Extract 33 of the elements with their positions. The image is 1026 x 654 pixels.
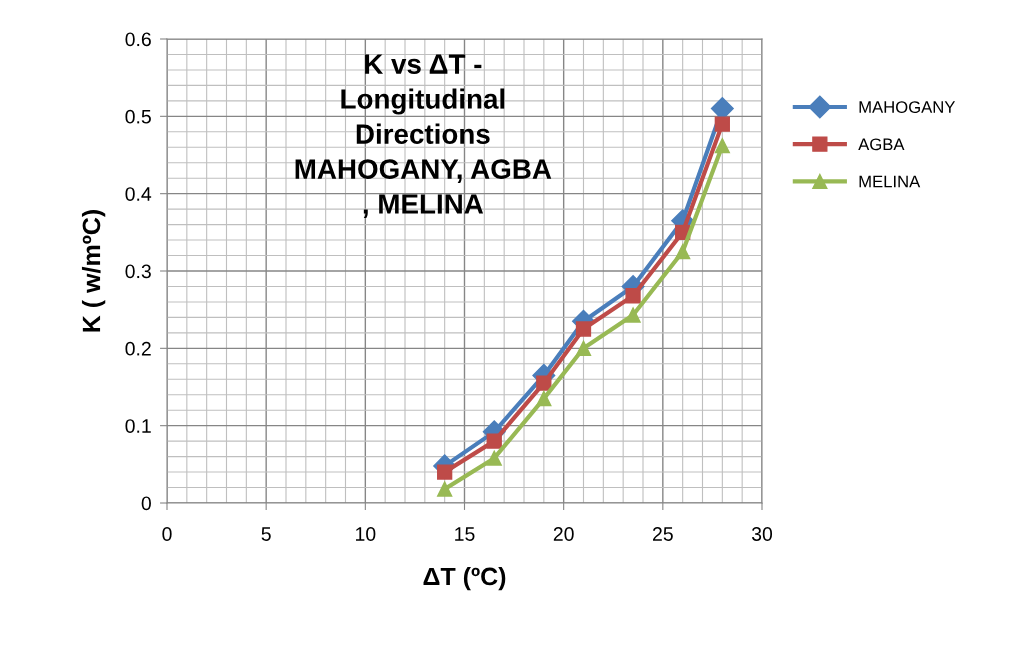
point: [714, 116, 730, 132]
x-tick-label: 5: [261, 527, 271, 541]
x-tick-label: 20: [553, 527, 574, 541]
point: [486, 450, 502, 466]
point: [575, 321, 592, 337]
point: [437, 481, 453, 497]
x-tick-label: 25: [653, 527, 673, 541]
legend-label: AGBA: [858, 138, 905, 151]
x-axis-title: ΔT (ºC): [423, 566, 506, 591]
legend-label: MAHOGANY: [859, 101, 956, 113]
y-tick-label: 0.5: [125, 109, 151, 124]
x-tick-label: 15: [455, 527, 475, 541]
y-tick-label: 0.4: [125, 187, 152, 201]
point: [625, 307, 641, 323]
y-tick-label: 0.3: [125, 264, 151, 279]
y-tick-label: 0.2: [125, 341, 151, 356]
point: [575, 340, 592, 356]
point: [675, 244, 691, 260]
point: [486, 433, 502, 449]
point: [714, 138, 730, 154]
legend-label: MELINA: [859, 175, 921, 188]
y-tick-label: 0: [141, 496, 151, 511]
y-tick-label: 0.6: [125, 32, 151, 47]
x-tick-label: 0: [162, 527, 172, 541]
x-tick-label: 10: [356, 527, 376, 541]
y-axis-title: K ( w/mºC): [81, 210, 106, 332]
y-tick-label: 0.1: [125, 419, 151, 433]
point: [437, 464, 453, 480]
point: [536, 375, 552, 391]
point: [536, 390, 552, 407]
x-tick-label: 30: [751, 527, 773, 541]
text: K vs ΔT - Longitudinal Directions MAHOGANY, AGBA , MELINA: [295, 54, 552, 218]
point: [625, 288, 641, 304]
